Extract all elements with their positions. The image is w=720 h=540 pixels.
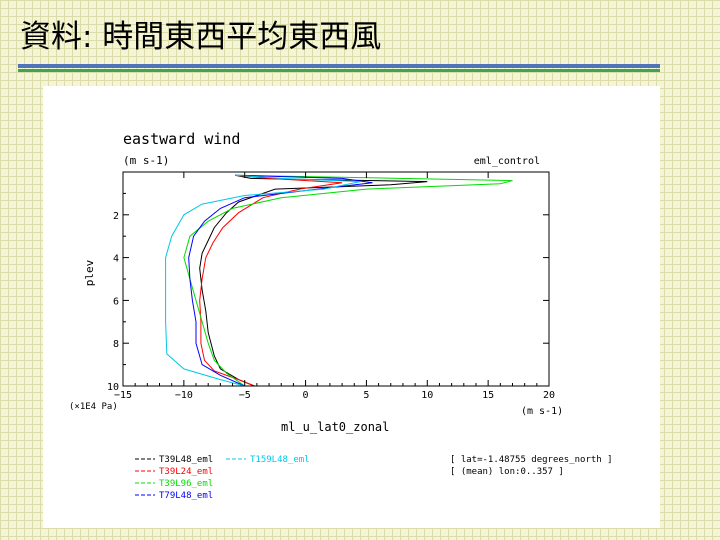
title-divider-green [18,69,660,72]
series-line-t79l48-eml [188,174,373,387]
series-line-t159l48-eml [165,174,361,387]
x-tick-label: 20 [543,390,555,401]
lon-info: [ (mean) lon:0..357 ] [450,467,564,477]
legend-entry: T39L96_eml [159,479,213,489]
y-tick-label: 2 [113,211,119,222]
x-tick-label: 5 [363,390,369,401]
y-tick-label: 8 [113,339,119,350]
y-tick-label: 6 [113,296,119,307]
y-tick-label: 4 [113,254,119,265]
legend-entry: T159L48_eml [250,455,310,465]
x-tick-label: 10 [421,390,433,401]
y-tick-label: 10 [107,382,119,393]
x-tick-label: −10 [175,390,193,401]
series-line-t39l96-eml [183,174,513,387]
x-axis-units: (m s-1) [521,406,563,417]
lat-info: [ lat=-1.48755 degrees_north ] [450,455,613,465]
legend-entry: T39L24_eml [159,467,213,477]
x-tick-label: −5 [239,390,251,401]
y-axis-label: plev [83,259,96,286]
series-line-t39l24-eml [199,174,343,387]
legend-entry: T79L48_eml [159,491,213,501]
plot-frame [122,171,550,387]
x-axis-label: ml_u_lat0_zonal [281,420,389,434]
chart-units: (m s-1) [123,154,169,167]
chart-title: eastward wind [123,130,240,148]
x-tick-label: −15 [114,390,132,401]
plot-panel [43,86,660,528]
x-tick-label: 0 [303,390,309,401]
slide-title: 資料: 時間東西平均東西風 [20,19,382,55]
eastward-wind-chart: eastward wind (m s-1) eml_control −15 −10… [69,130,613,501]
experiment-label: eml_control [474,156,540,167]
legend-entry: T39L48_eml [159,455,213,465]
y-axis-scale-label: (×1E4 Pa) [69,402,118,412]
title-divider-blue [18,64,660,68]
x-tick-label: 15 [482,390,494,401]
series-line-t39l48-eml [199,174,428,387]
